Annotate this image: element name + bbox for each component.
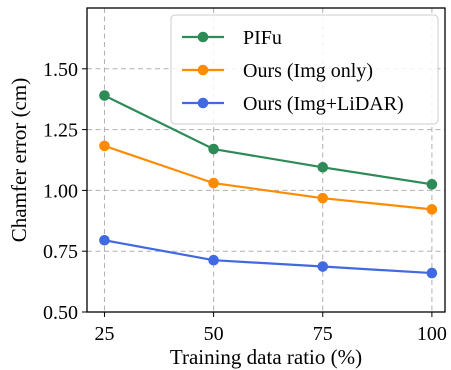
series-point-1: [208, 143, 219, 155]
x-axis-label: Training data ratio (%): [170, 345, 362, 369]
x-tick-label: 25: [94, 323, 114, 345]
series-point-2: [317, 192, 329, 204]
legend-marker-1: [197, 31, 209, 43]
series-line-3: [104, 239, 432, 275]
data-series: [99, 90, 438, 279]
y-tick-label: 1.50: [43, 59, 78, 81]
legend-label-2: Ours (Img only): [243, 60, 373, 82]
y-tick-label: 0.50: [43, 302, 78, 324]
series-point-3: [99, 234, 110, 246]
series-point-2: [99, 140, 110, 152]
series-line-2: [104, 144, 433, 211]
axis-ticks: 25 50 75 100 0.50 0.75 1.00 1.25 1.50: [43, 59, 447, 345]
x-tick-label: 50: [204, 323, 224, 345]
y-tick-label: 0.75: [43, 241, 78, 263]
x-tick-label: 75: [313, 323, 333, 345]
legend-marker-3: [197, 97, 209, 109]
series-point-1: [99, 90, 110, 101]
series-point-3: [317, 261, 329, 272]
legend: PIFu Ours (Img only) Ours (Img+LiDAR): [170, 14, 439, 125]
series-point-2: [208, 177, 219, 189]
y-tick-label: 1.25: [43, 120, 78, 142]
series-point-1: [426, 179, 438, 190]
legend-label-3: Ours (Img+LiDAR): [243, 93, 404, 115]
series-point-3: [208, 254, 219, 266]
plot-frame: [86, 7, 446, 313]
legend-label-1: PIFu: [243, 27, 282, 49]
legend-marker-2: [197, 64, 209, 76]
x-tick-label: 100: [417, 323, 447, 345]
y-axis-label: Chamfer error (cm): [7, 78, 31, 242]
y-tick-label: 1.00: [43, 180, 78, 202]
series-point-1: [317, 161, 329, 173]
series-point-3: [426, 267, 438, 279]
series-point-2: [426, 204, 438, 215]
series-line-1: [103, 94, 433, 186]
legend-box: [170, 14, 439, 125]
